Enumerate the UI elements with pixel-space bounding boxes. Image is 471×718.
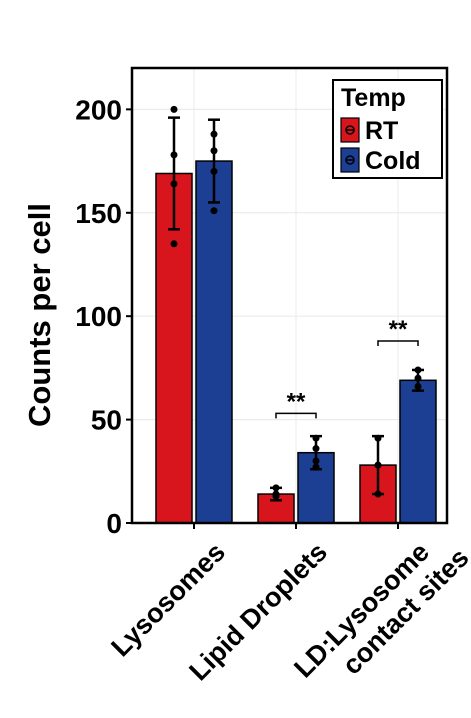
y-tick-label: 0: [106, 508, 122, 539]
data-point: [170, 105, 178, 113]
data-point: [210, 130, 218, 138]
data-point: [210, 167, 218, 175]
error-bar: [168, 116, 180, 231]
data-point: [170, 240, 178, 248]
legend-label: RT: [365, 117, 398, 145]
significance-bracket: [275, 412, 317, 419]
data-point: [312, 434, 320, 442]
y-tick-label: 150: [75, 198, 122, 229]
plot-frame: [130, 66, 449, 525]
y-axis-label: Counts per cell: [22, 203, 57, 427]
data-point: [374, 461, 382, 469]
significance-bracket: [377, 340, 419, 346]
data-point: [170, 151, 178, 159]
bar: [399, 379, 437, 524]
y-tick-label: 50: [91, 405, 122, 436]
legend-title: Temp: [341, 84, 406, 112]
data-point: [414, 366, 422, 374]
bar: [155, 172, 193, 524]
significance-label: **: [287, 388, 306, 415]
data-point: [210, 147, 218, 155]
data-point: [414, 383, 422, 390]
data-point: [210, 207, 218, 215]
data-point: [272, 492, 280, 500]
data-point: [374, 490, 382, 498]
significance-label: **: [389, 316, 408, 343]
bar: [195, 160, 233, 524]
legend-label: Cold: [365, 147, 421, 175]
data-point: [312, 463, 320, 471]
data-point: [414, 374, 422, 382]
data-point: [272, 484, 280, 492]
data-point: [170, 180, 178, 188]
data-point: [312, 445, 320, 453]
y-tick-label: 200: [75, 94, 122, 125]
y-tick-label: 100: [75, 301, 122, 332]
data-point: [312, 457, 320, 465]
data-point: [374, 434, 382, 442]
